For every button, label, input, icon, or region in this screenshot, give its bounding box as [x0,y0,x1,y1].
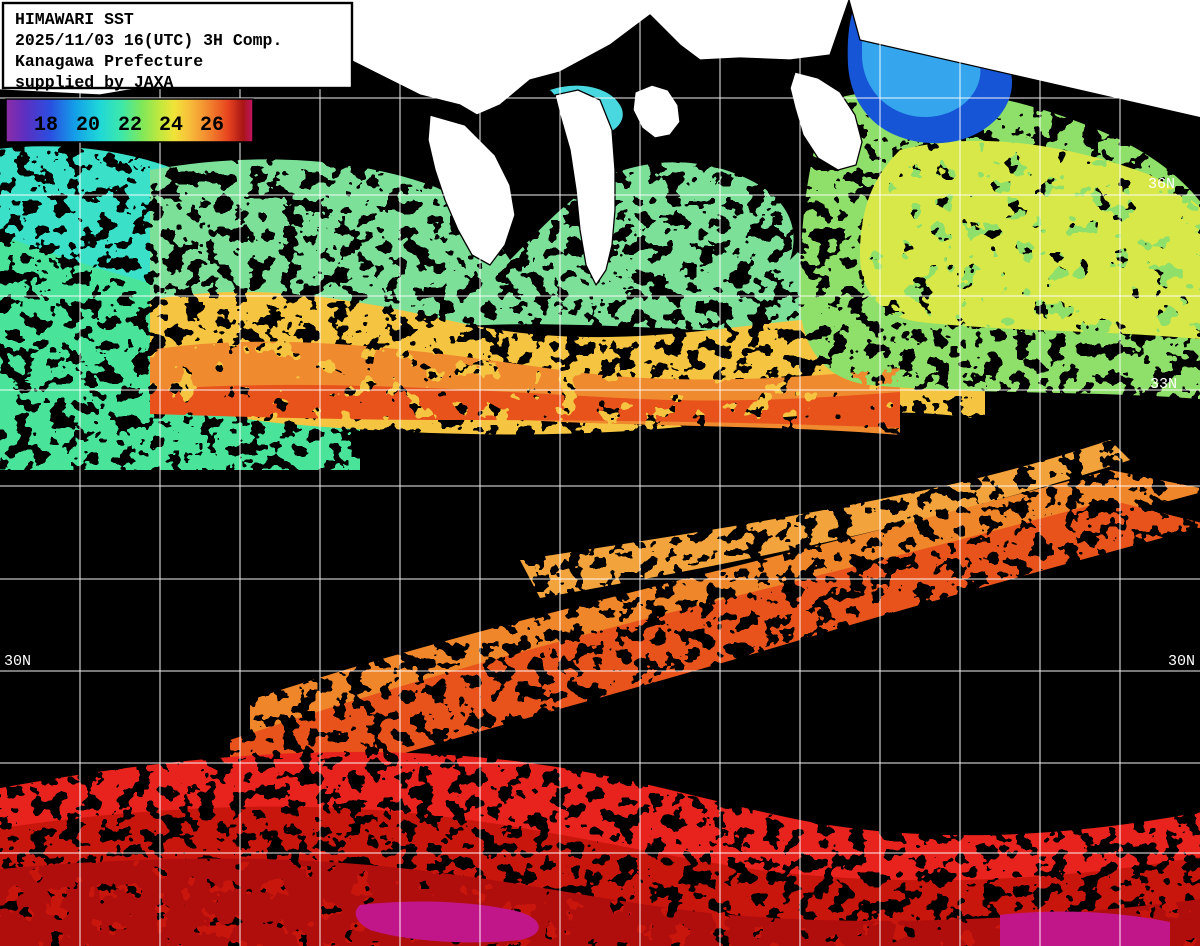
svg-text:22: 22 [118,114,142,137]
svg-text:136E: 136E [482,46,497,77]
svg-text:144E: 144E [1124,46,1139,77]
svg-text:Kanagawa Prefecture: Kanagawa Prefecture [15,52,203,71]
svg-text:35: 35 [12,378,30,395]
svg-text:24: 24 [159,114,183,137]
svg-text:HIMAWARI SST: HIMAWARI SST [15,10,134,29]
svg-text:20: 20 [76,114,100,137]
svg-text:36N: 36N [1148,176,1175,193]
svg-text:18: 18 [34,114,58,137]
svg-text:supplied by JAXA: supplied by JAXA [15,73,174,92]
svg-text:30N: 30N [1168,653,1195,670]
svg-text:30N: 30N [4,653,31,670]
svg-text:26: 26 [200,114,224,137]
svg-text:33N: 33N [1150,376,1177,393]
svg-text:2025/11/03 16(UTC) 3H Comp.: 2025/11/03 16(UTC) 3H Comp. [15,31,282,50]
